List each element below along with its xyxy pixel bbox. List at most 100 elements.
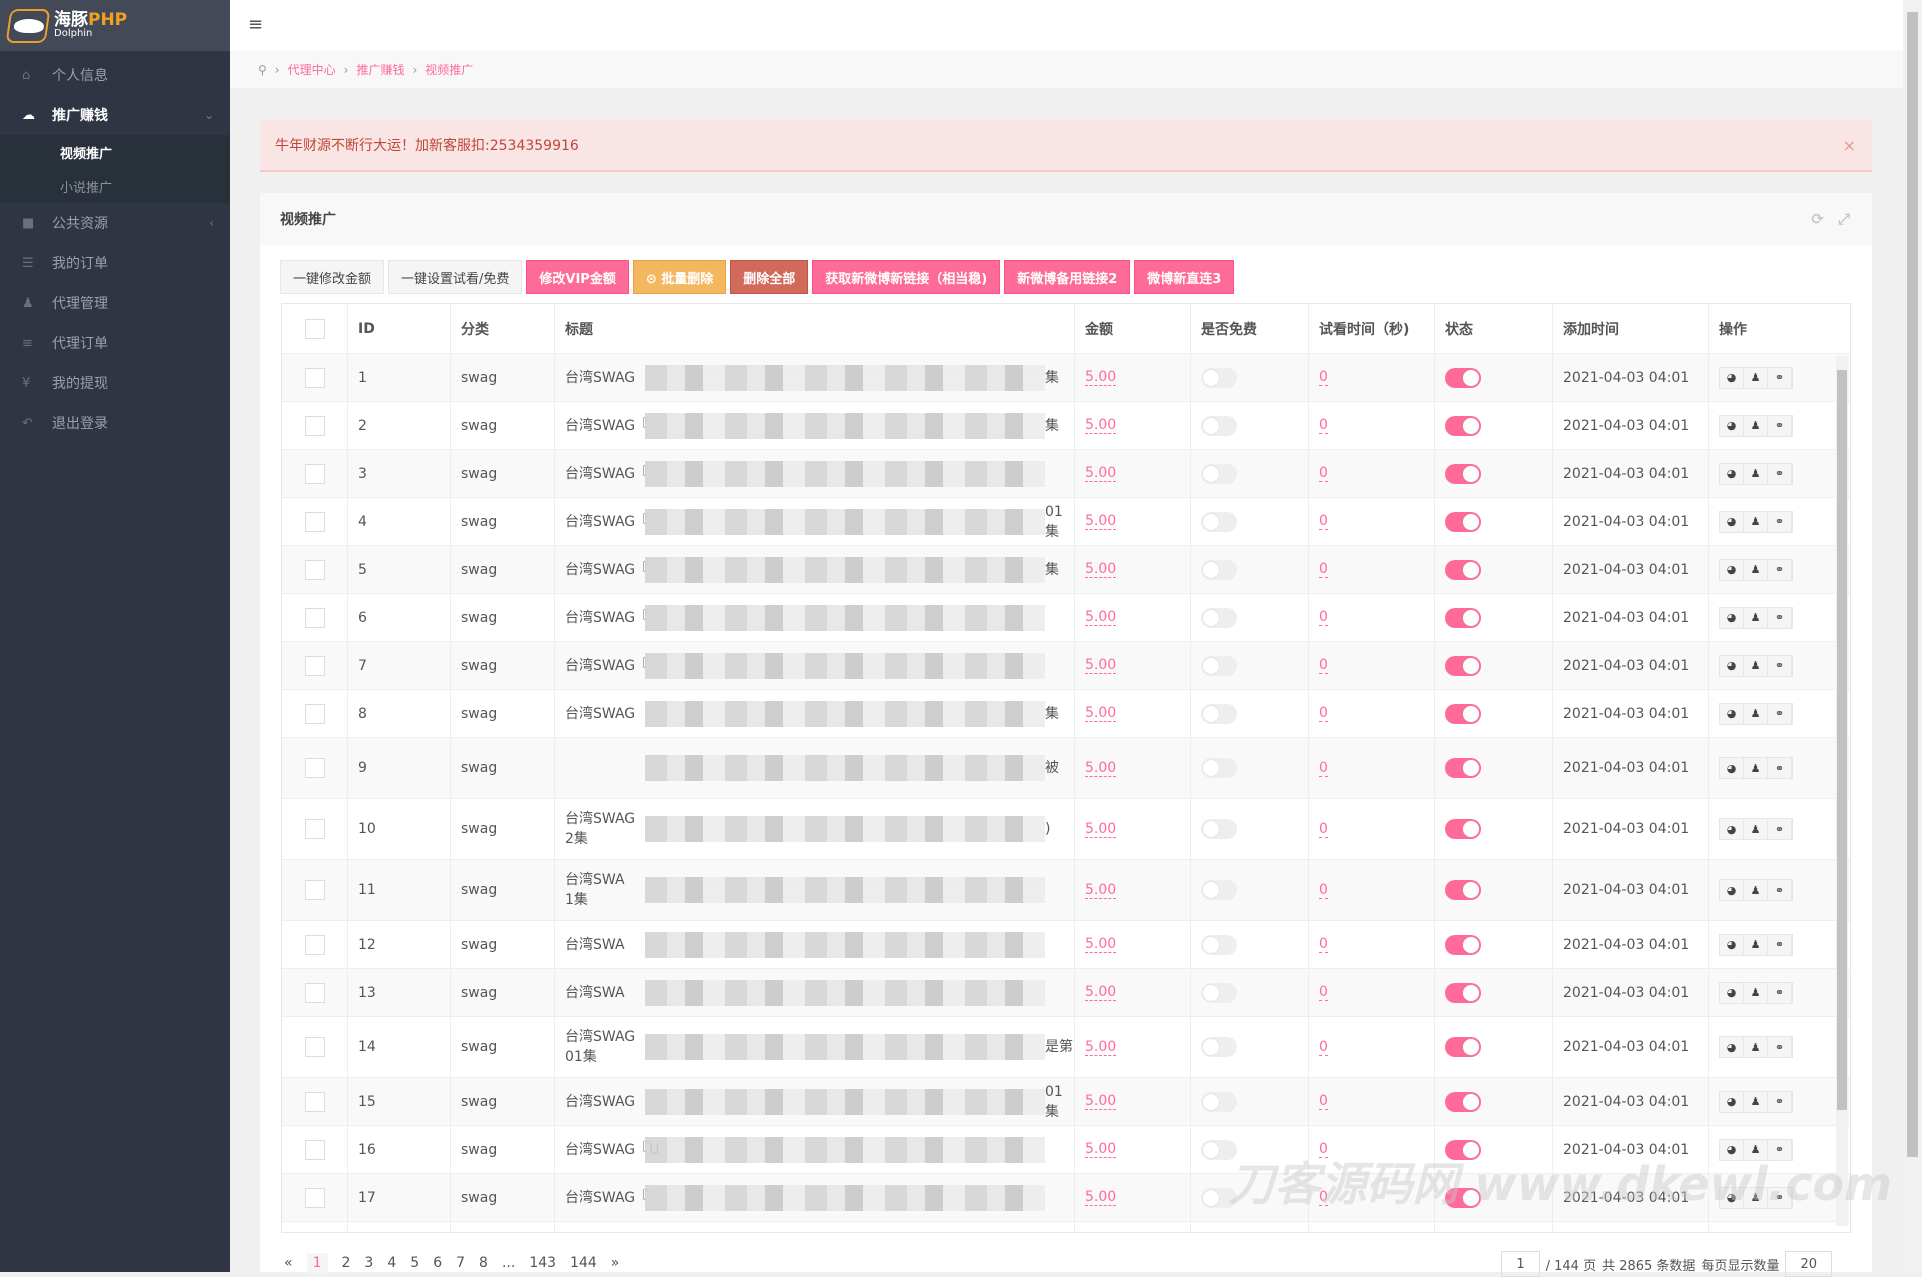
trial-time-editable[interactable]: 0 <box>1319 881 1328 899</box>
amount-editable[interactable]: 5.00 <box>1085 881 1117 899</box>
page-link[interactable]: 143 <box>529 1255 557 1271</box>
row-checkbox[interactable] <box>304 367 325 388</box>
toolbar-button[interactable]: 一键修改金额 <box>280 260 385 294</box>
qq-icon[interactable]: ♟ <box>1744 559 1768 580</box>
per-page-input[interactable]: 20 <box>1785 1251 1832 1277</box>
trial-time-editable[interactable]: 0 <box>1319 759 1328 777</box>
page-link[interactable]: 144 <box>570 1255 597 1271</box>
status-toggle[interactable] <box>1445 1037 1481 1057</box>
link-icon[interactable]: ⚭ <box>1768 934 1792 955</box>
status-toggle[interactable] <box>1445 819 1481 839</box>
trial-time-editable[interactable]: 0 <box>1319 984 1328 1001</box>
qq-icon[interactable]: ♟ <box>1744 934 1768 955</box>
page-link[interactable]: 8 <box>479 1255 488 1271</box>
wechat-icon[interactable]: ◕ <box>1720 880 1744 900</box>
status-toggle[interactable] <box>1445 703 1481 724</box>
row-checkbox[interactable] <box>304 415 325 436</box>
free-toggle[interactable] <box>1201 880 1237 900</box>
toolbar-button[interactable]: 获取新微博新链接（相当稳) <box>812 260 1001 294</box>
page-link[interactable]: ... <box>501 1255 516 1271</box>
status-toggle[interactable] <box>1445 655 1481 676</box>
link-icon[interactable]: ⚭ <box>1768 1139 1792 1160</box>
sidebar-item[interactable]: ☁ 推广赚钱 ⌄ <box>0 95 230 135</box>
page-scrollbar[interactable] <box>1903 0 1922 1272</box>
qq-icon[interactable]: ♟ <box>1744 511 1768 532</box>
amount-editable[interactable]: 5.00 <box>1085 513 1117 530</box>
amount-editable[interactable]: 5.00 <box>1085 759 1117 777</box>
row-checkbox[interactable] <box>304 1037 325 1057</box>
sidebar-item[interactable]: ⌂ 个人信息 <box>0 55 230 95</box>
trial-time-editable[interactable]: 0 <box>1319 820 1328 838</box>
status-toggle[interactable] <box>1445 1187 1481 1208</box>
wechat-icon[interactable]: ◕ <box>1720 511 1744 532</box>
status-toggle[interactable] <box>1445 934 1481 955</box>
trial-time-editable[interactable]: 0 <box>1319 609 1328 626</box>
page-link[interactable]: 5 <box>410 1255 420 1271</box>
table-scrollbar[interactable] <box>1836 356 1848 1226</box>
amount-editable[interactable]: 5.00 <box>1085 820 1117 838</box>
wechat-icon[interactable]: ◕ <box>1720 703 1744 724</box>
page-link[interactable]: 1 <box>306 1253 328 1273</box>
qq-icon[interactable]: ♟ <box>1744 819 1768 839</box>
page-link[interactable]: 6 <box>433 1255 443 1271</box>
prev-page[interactable]: « <box>284 1255 293 1271</box>
link-icon[interactable]: ⚭ <box>1768 655 1792 676</box>
trial-time-editable[interactable]: 0 <box>1319 513 1328 530</box>
menu-toggle-icon[interactable]: ≡ <box>248 14 264 35</box>
qq-icon[interactable]: ♟ <box>1744 655 1768 676</box>
status-toggle[interactable] <box>1445 559 1481 580</box>
free-toggle[interactable] <box>1201 367 1237 388</box>
row-checkbox[interactable] <box>304 511 325 532</box>
free-toggle[interactable] <box>1201 982 1237 1003</box>
wechat-icon[interactable]: ◕ <box>1720 1187 1744 1208</box>
trial-time-editable[interactable]: 0 <box>1319 936 1328 953</box>
wechat-icon[interactable]: ◕ <box>1720 415 1744 436</box>
trial-time-editable[interactable]: 0 <box>1319 561 1328 578</box>
wechat-icon[interactable]: ◕ <box>1720 758 1744 778</box>
trial-time-editable[interactable]: 0 <box>1319 657 1328 674</box>
status-toggle[interactable] <box>1445 758 1481 778</box>
qq-icon[interactable]: ♟ <box>1744 703 1768 724</box>
row-checkbox[interactable] <box>304 758 325 778</box>
toolbar-button[interactable]: ⊙ 批量删除 <box>632 260 727 294</box>
row-checkbox[interactable] <box>304 934 325 955</box>
toolbar-button[interactable]: 新微博备用链接2 <box>1004 260 1131 294</box>
amount-editable[interactable]: 5.00 <box>1085 369 1117 386</box>
page-link[interactable]: 2 <box>341 1255 351 1271</box>
trial-time-editable[interactable]: 0 <box>1319 465 1328 482</box>
row-checkbox[interactable] <box>304 880 325 900</box>
sidebar-item[interactable]: ■ 公共资源 ‹ <box>0 203 230 243</box>
amount-editable[interactable]: 5.00 <box>1085 417 1117 434</box>
amount-editable[interactable]: 5.00 <box>1085 705 1117 722</box>
status-toggle[interactable] <box>1445 415 1481 436</box>
status-toggle[interactable] <box>1445 511 1481 532</box>
trial-time-editable[interactable]: 0 <box>1319 1093 1328 1110</box>
amount-editable[interactable]: 5.00 <box>1085 1141 1117 1158</box>
wechat-icon[interactable]: ◕ <box>1720 819 1744 839</box>
link-icon[interactable]: ⚭ <box>1768 607 1792 628</box>
link-icon[interactable]: ⚭ <box>1768 703 1792 724</box>
row-checkbox[interactable] <box>304 819 325 839</box>
free-toggle[interactable] <box>1201 703 1237 724</box>
free-toggle[interactable] <box>1201 1187 1237 1208</box>
qq-icon[interactable]: ♟ <box>1744 415 1768 436</box>
link-icon[interactable]: ⚭ <box>1768 367 1792 388</box>
free-toggle[interactable] <box>1201 655 1237 676</box>
wechat-icon[interactable]: ◕ <box>1720 559 1744 580</box>
status-toggle[interactable] <box>1445 880 1481 900</box>
amount-editable[interactable]: 5.00 <box>1085 657 1117 674</box>
qq-icon[interactable]: ♟ <box>1744 607 1768 628</box>
fullscreen-icon[interactable]: ⤢ <box>1837 210 1850 228</box>
amount-editable[interactable]: 5.00 <box>1085 1189 1117 1206</box>
trial-time-editable[interactable]: 0 <box>1319 1141 1328 1158</box>
toolbar-button[interactable]: 删除全部 <box>730 260 809 294</box>
trial-time-editable[interactable]: 0 <box>1319 369 1328 386</box>
amount-editable[interactable]: 5.00 <box>1085 609 1117 626</box>
wechat-icon[interactable]: ◕ <box>1720 367 1744 388</box>
breadcrumb-item[interactable]: 视频推广 <box>425 63 474 77</box>
amount-editable[interactable]: 5.00 <box>1085 465 1117 482</box>
free-toggle[interactable] <box>1201 758 1237 778</box>
close-icon[interactable]: × <box>1842 135 1856 155</box>
free-toggle[interactable] <box>1201 511 1237 532</box>
free-toggle[interactable] <box>1201 559 1237 580</box>
